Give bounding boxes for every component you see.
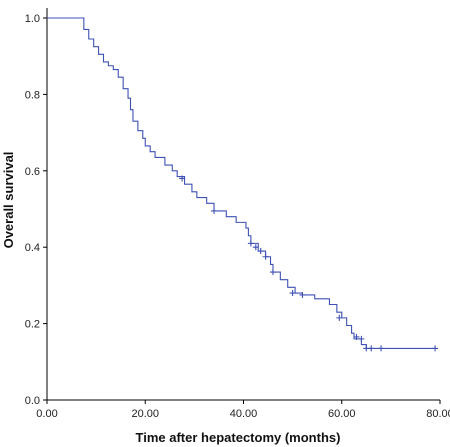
y-tick-label: 0.2 [25,319,40,331]
censor-mark [262,253,269,260]
censor-mark [252,244,259,251]
y-tick-label: 1.0 [25,13,40,25]
censor-mark [368,345,375,352]
censor-mark [299,291,306,298]
y-tick-label: 0.6 [25,166,40,178]
censor-mark [269,269,276,276]
y-tick-label: 0.4 [25,242,40,254]
x-tick-label: 80.00 [426,408,450,420]
censor-mark [257,248,264,255]
censor-mark [289,290,296,297]
censor-mark [358,335,365,342]
censor-mark [336,314,343,321]
x-tick-label: 0.00 [36,408,57,420]
x-tick-label: 20.00 [131,408,159,420]
x-axis-title: Time after hepatectomy (months) [136,430,341,445]
censor-mark [353,333,360,340]
y-tick-label: 0.0 [25,395,40,407]
y-ticks: 0.0 0.2 0.4 0.6 0.8 1.0 [25,13,47,407]
censor-marks [179,175,439,352]
censor-mark [247,240,254,247]
series [47,17,436,349]
censor-mark [179,175,186,182]
survival-curve [47,17,436,349]
axes [46,8,440,401]
censor-mark [211,207,218,214]
censor-mark [378,345,385,352]
y-axis-title: Overall survival [1,152,16,249]
x-tick-label: 60.00 [328,408,356,420]
x-ticks: 0.00 20.00 40.00 60.00 80.00 [36,400,450,420]
x-tick-label: 40.00 [230,408,258,420]
y-tick-label: 0.8 [25,89,40,101]
censor-mark [432,345,439,352]
